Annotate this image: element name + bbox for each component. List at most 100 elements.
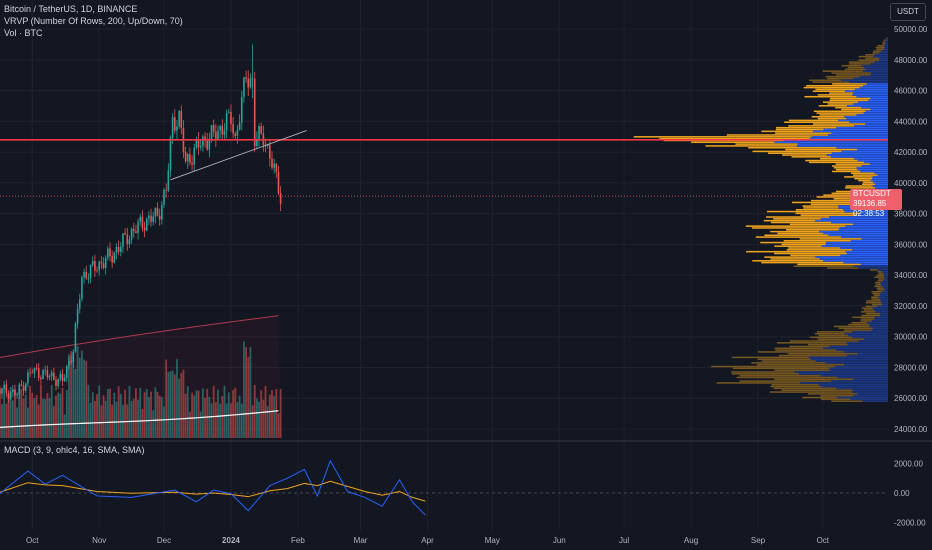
vp-down-row	[848, 61, 875, 63]
volume-indicator-label[interactable]: Vol · BTC	[4, 28, 43, 38]
vp-up-row	[864, 338, 888, 340]
vp-down-row	[735, 143, 798, 145]
vrvp-indicator-label[interactable]: VRVP (Number Of Rows, 200, Up/Down, 70)	[4, 16, 183, 26]
vp-down-row	[822, 70, 863, 72]
vp-down-row	[835, 190, 864, 193]
volume-bar	[275, 389, 278, 438]
vp-down-row	[866, 300, 881, 302]
vp-down-row	[763, 219, 816, 222]
volume-ma-short	[0, 410, 279, 428]
vp-up-row	[870, 97, 888, 100]
vp-down-row	[877, 280, 883, 282]
candle-body	[243, 77, 245, 97]
vp-up-row	[875, 311, 888, 313]
vp-up-row	[865, 123, 888, 125]
candle-body	[0, 389, 1, 394]
vp-up-row	[866, 322, 888, 324]
vp-up-row	[882, 280, 888, 282]
candle-body	[221, 126, 224, 135]
vp-up-row	[870, 63, 888, 65]
volume-bar	[204, 397, 206, 438]
candle-body	[245, 77, 247, 79]
vp-up-row	[821, 245, 888, 247]
volume-bar	[117, 386, 120, 438]
vp-up-row	[878, 296, 888, 299]
vp-up-row	[843, 363, 888, 366]
volume-bar	[70, 351, 73, 438]
vp-down-row	[852, 316, 875, 319]
vp-down-row	[831, 170, 861, 173]
vp-up-row	[854, 157, 888, 160]
vp-down-row	[755, 236, 841, 238]
vp-down-row	[779, 354, 847, 357]
macd-indicator-label[interactable]: MACD (3, 9, ohlc4, 16, SMA, SMA)	[4, 445, 145, 455]
vp-up-row	[870, 72, 888, 74]
vp-down-row	[829, 92, 854, 94]
time-tick-label: Oct	[26, 536, 39, 545]
vp-up-row	[853, 394, 888, 397]
vp-up-row	[874, 309, 888, 311]
vp-up-row	[883, 44, 888, 47]
candle-body	[199, 146, 202, 148]
vp-down-row	[786, 249, 853, 251]
time-tick-label: 2024	[222, 536, 240, 545]
vp-up-row	[880, 298, 888, 300]
volume-bar	[16, 407, 19, 438]
vp-down-row	[782, 154, 827, 156]
time-axis[interactable]: Oct Nov Dec 2024 Feb Mar Apr May Jun Jul Aug Sep Oct	[26, 536, 830, 545]
vp-down-row	[770, 385, 822, 388]
vp-down-row	[847, 66, 864, 69]
vp-down-row	[799, 238, 862, 240]
vp-down-row	[777, 342, 847, 344]
volume-bar	[124, 389, 127, 438]
vp-up-row	[825, 243, 888, 246]
vp-down-row	[816, 196, 854, 198]
candle-body	[165, 189, 167, 191]
vp-up-row	[852, 389, 888, 391]
candle-body	[256, 138, 258, 147]
volume-bar	[44, 399, 47, 438]
vp-up-row	[853, 103, 888, 105]
candle-body	[167, 170, 170, 191]
candle-body	[44, 370, 46, 371]
candle-body	[7, 393, 10, 399]
volume-bar	[197, 390, 200, 438]
vp-down-row	[874, 276, 884, 278]
vp-up-row	[810, 358, 888, 360]
vp-up-row	[871, 329, 888, 331]
vp-up-row	[882, 303, 888, 306]
vp-up-row	[826, 154, 888, 156]
candle-body	[204, 136, 206, 141]
vp-down-row	[766, 216, 830, 218]
candle-body	[228, 112, 230, 114]
vp-up-row	[853, 77, 888, 80]
volume-bar	[195, 390, 198, 438]
vp-down-row	[803, 86, 860, 89]
volume-bar	[210, 403, 213, 438]
vp-down-row	[865, 57, 880, 60]
vp-up-row	[852, 331, 888, 333]
candle-body	[148, 215, 150, 219]
volume-bar	[27, 407, 29, 438]
macd-tick-label: -2000.00	[894, 518, 926, 527]
price-axis[interactable]: 50000.00 48000.00 46000.00 44000.00 42000.00…	[894, 25, 928, 527]
time-tick-label: Dec	[157, 536, 171, 545]
vp-up-row	[843, 351, 888, 353]
vp-up-row	[819, 230, 888, 233]
currency-unit-button[interactable]: USDT	[890, 3, 926, 21]
candle-body	[269, 144, 271, 159]
volume-bar	[14, 390, 16, 438]
volume-bar	[255, 398, 258, 438]
candle-body	[139, 216, 142, 222]
volume-bar	[96, 394, 98, 438]
macd-pane	[0, 459, 888, 516]
vp-up-row	[846, 252, 888, 255]
volume-bar	[91, 392, 94, 438]
volume-bar	[76, 346, 79, 438]
candle-body	[158, 215, 161, 220]
symbol-title[interactable]: Bitcoin / TetherUS, 1D, BINANCE	[4, 4, 138, 14]
vp-down-row	[808, 343, 848, 346]
candle-body	[57, 378, 59, 386]
volume-bar	[1, 404, 3, 438]
